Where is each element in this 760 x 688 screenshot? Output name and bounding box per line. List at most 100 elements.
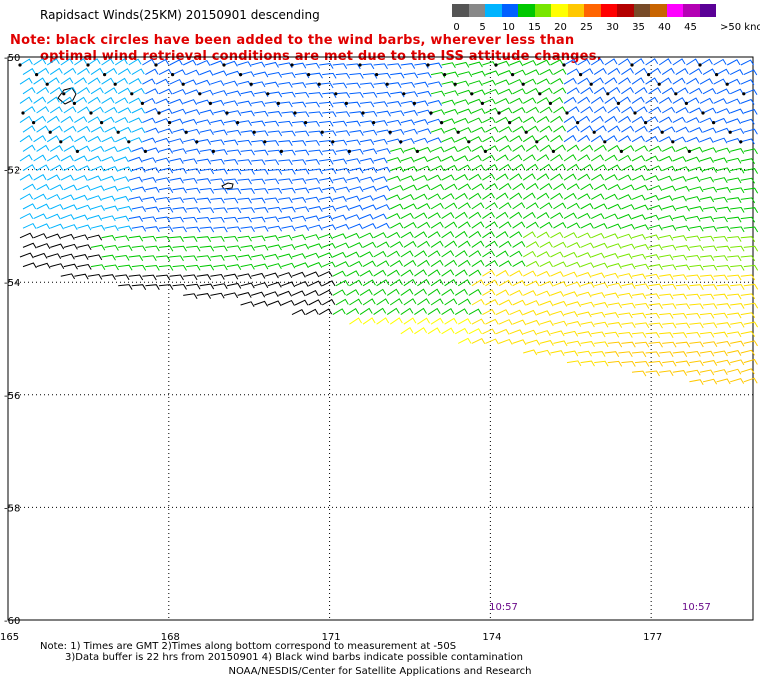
wind-barb — [131, 127, 146, 134]
wind-barb — [414, 137, 429, 144]
contamination-dot — [388, 130, 392, 134]
wind-barb — [675, 322, 691, 329]
wind-barb — [158, 108, 173, 115]
wind-barb — [278, 178, 293, 185]
wind-barb — [634, 322, 650, 329]
wind-barb — [593, 125, 607, 133]
credit-line: NOAA/NESDIS/Center for Satellite Applica… — [228, 666, 532, 677]
wind-barb — [536, 78, 550, 85]
wind-barb — [376, 72, 391, 79]
wind-barb — [675, 225, 691, 232]
wind-barb — [294, 299, 309, 306]
wind-barb — [743, 226, 759, 233]
wind-barb — [553, 87, 567, 95]
contamination-dot — [320, 130, 324, 134]
wind-barb — [50, 263, 65, 270]
wind-barb — [319, 158, 334, 165]
wind-barb — [607, 223, 622, 230]
wind-barb — [672, 254, 688, 261]
wind-barb — [264, 61, 279, 68]
wind-barb — [730, 108, 744, 115]
wind-barb — [593, 203, 608, 210]
wind-barb — [563, 212, 578, 220]
wind-barb — [322, 168, 337, 174]
wind-barb — [319, 196, 334, 203]
wind-barb — [101, 175, 116, 182]
wind-barb — [115, 254, 130, 261]
wind-barb — [702, 284, 718, 290]
wind-barb — [186, 187, 201, 194]
wind-barb — [471, 279, 485, 287]
wind-barb — [553, 202, 567, 210]
wind-barb — [87, 214, 103, 221]
wind-barb — [577, 291, 592, 298]
wind-barb — [172, 245, 187, 252]
wind-barb — [362, 185, 377, 192]
wind-barb — [373, 307, 387, 316]
wind-barb — [444, 108, 459, 115]
wind-barb — [455, 61, 470, 68]
wind-barb — [346, 101, 361, 108]
wind-barb — [376, 298, 390, 306]
wind-barb — [87, 58, 101, 66]
wind-barb — [267, 244, 282, 251]
scale-swatch — [617, 4, 634, 17]
wind-barb — [335, 261, 350, 268]
wind-barb — [362, 317, 376, 325]
wind-barb — [332, 82, 348, 89]
wind-barb — [145, 186, 160, 193]
wind-barb — [631, 77, 645, 85]
wind-barb — [468, 211, 482, 220]
wind-barb — [457, 202, 471, 210]
wind-barb — [591, 351, 606, 357]
wind-barb — [621, 86, 634, 95]
wind-barb — [577, 115, 591, 124]
wind-barb — [672, 136, 687, 143]
wind-barb — [278, 159, 293, 166]
wind-barb — [33, 115, 47, 124]
wind-barb — [213, 283, 228, 290]
wind-barb — [604, 174, 618, 181]
wind-barb — [104, 244, 119, 251]
wind-barb — [495, 79, 510, 86]
wind-barb — [349, 148, 364, 155]
wind-barb — [539, 202, 553, 210]
contamination-dot — [290, 63, 294, 67]
wind-barb — [87, 273, 103, 280]
wind-barb — [196, 59, 211, 66]
wind-barb — [672, 77, 686, 85]
wind-barb — [240, 207, 255, 214]
wind-barb — [291, 197, 307, 203]
wind-barb — [689, 186, 704, 193]
wind-barb — [512, 125, 526, 133]
wind-barb — [308, 72, 323, 79]
wind-barb — [145, 206, 160, 213]
wind-barb — [169, 236, 184, 242]
wind-barb — [131, 107, 146, 114]
wind-barb — [523, 59, 537, 66]
wind-barb — [730, 284, 745, 290]
wind-barb — [634, 341, 650, 348]
wind-barb — [634, 302, 650, 309]
wind-barb — [359, 213, 374, 220]
wind-barb — [115, 215, 130, 222]
scale-swatch — [452, 4, 469, 17]
wind-barb — [281, 149, 296, 156]
wind-barb — [142, 137, 157, 144]
wind-barb — [332, 270, 347, 277]
wind-barb — [441, 155, 455, 162]
wind-barb — [376, 91, 391, 98]
wind-barb — [539, 106, 553, 114]
wind-barb — [455, 117, 469, 124]
wind-barb — [33, 252, 48, 259]
wind-barb — [346, 158, 361, 165]
wind-barb — [19, 96, 33, 104]
wind-barb — [430, 259, 444, 268]
contamination-dot — [293, 111, 297, 115]
wind-barb — [482, 230, 495, 239]
wind-barb — [318, 308, 333, 316]
wind-barb — [607, 106, 621, 114]
wind-barb — [727, 236, 742, 242]
wind-barb — [417, 72, 432, 79]
wind-barb — [441, 250, 455, 258]
